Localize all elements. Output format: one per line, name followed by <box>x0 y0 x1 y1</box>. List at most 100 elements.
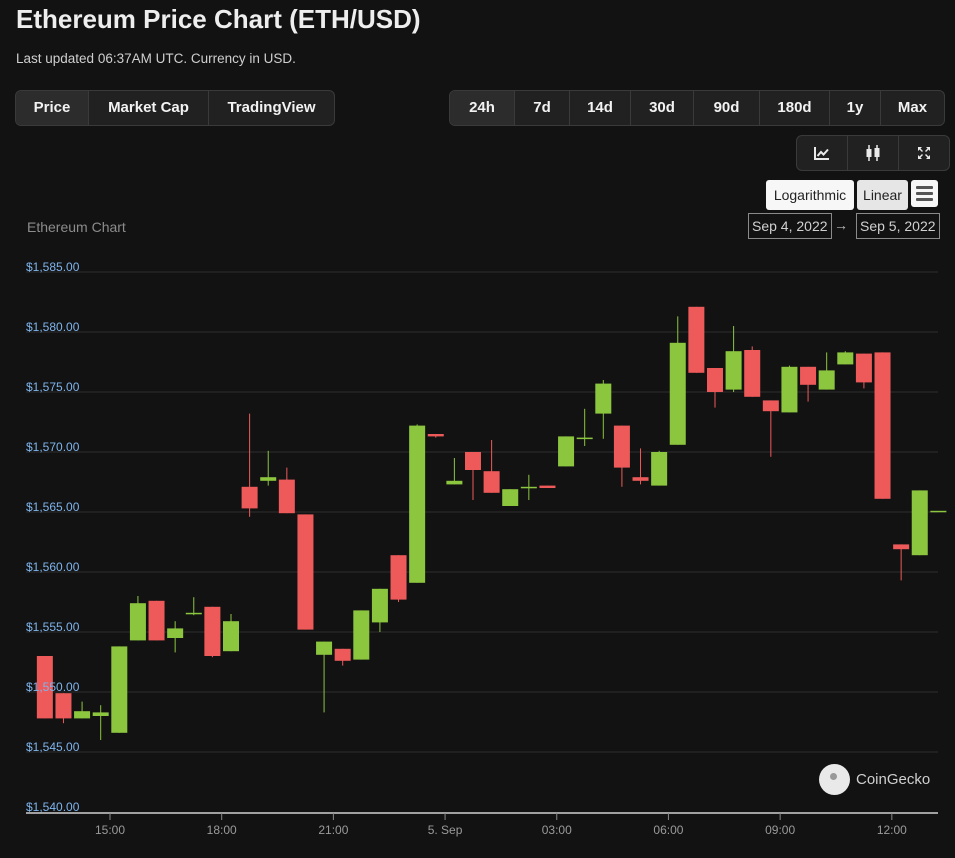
tab-price[interactable]: Price <box>16 91 89 125</box>
candle-down[interactable] <box>874 352 891 499</box>
candlestick-button[interactable] <box>848 136 899 170</box>
y-tick-label: $1,555.00 <box>26 620 80 634</box>
candle-down[interactable] <box>297 514 314 630</box>
candle-body <box>874 352 891 499</box>
candle-down[interactable] <box>36 656 53 719</box>
candle-up[interactable] <box>669 316 686 445</box>
candle-down[interactable] <box>632 448 649 485</box>
candle-down[interactable] <box>241 413 258 517</box>
chart-menu-button[interactable] <box>911 180 938 207</box>
candle-down[interactable] <box>278 467 295 514</box>
x-tick-label: 5. Sep <box>428 823 463 837</box>
range-14d-button[interactable]: 14d <box>570 91 631 125</box>
candle-body <box>725 351 742 390</box>
candle-down[interactable] <box>483 440 500 493</box>
candle-down[interactable] <box>204 606 221 658</box>
candle-up[interactable] <box>595 380 612 439</box>
candle-body <box>539 485 556 488</box>
candle-up[interactable] <box>502 489 519 506</box>
candle-down[interactable] <box>855 353 872 389</box>
fullscreen-button[interactable] <box>899 136 949 170</box>
candle-up[interactable] <box>409 424 426 583</box>
candle-body <box>390 555 407 600</box>
candle-down[interactable] <box>427 434 444 438</box>
candle-body <box>911 490 928 556</box>
candle-body <box>855 353 872 383</box>
candle-up[interactable] <box>837 351 854 365</box>
candle-down[interactable] <box>148 600 165 641</box>
candle-body <box>334 648 351 661</box>
candle-down[interactable] <box>762 400 779 457</box>
range-90d-button[interactable]: 90d <box>694 91 760 125</box>
candle-up[interactable] <box>651 450 668 486</box>
y-tick-label: $1,575.00 <box>26 380 80 394</box>
candle-body <box>893 544 910 550</box>
candle-up[interactable] <box>260 450 277 486</box>
candle-up[interactable] <box>781 365 798 413</box>
candle-up[interactable] <box>222 614 239 652</box>
candle-body <box>688 306 705 373</box>
candle-down[interactable] <box>390 555 407 602</box>
candle-body <box>409 425 426 583</box>
candle-up[interactable] <box>74 701 91 719</box>
candle-body <box>204 606 221 656</box>
candle-up[interactable] <box>129 596 146 641</box>
range-180d-button[interactable]: 180d <box>760 91 830 125</box>
candle-body <box>930 510 947 513</box>
line-chart-button[interactable] <box>797 136 848 170</box>
candle-up[interactable] <box>111 646 128 733</box>
candle-down[interactable] <box>55 693 72 724</box>
candle-body <box>185 612 202 615</box>
x-tick-label: 12:00 <box>877 823 907 837</box>
range-from-input[interactable]: Sep 4, 2022 <box>748 213 832 239</box>
y-tick-label: $1,585.00 <box>26 260 80 274</box>
candle-body <box>558 436 575 467</box>
candle-up[interactable] <box>185 597 202 616</box>
linear-scale-button[interactable]: Linear <box>857 180 908 210</box>
y-tick-label: $1,550.00 <box>26 680 80 694</box>
candle-up[interactable] <box>371 588 388 632</box>
logarithmic-scale-button[interactable]: Logarithmic <box>766 180 854 210</box>
candle-body <box>446 480 463 485</box>
candle-body <box>297 514 314 630</box>
candlestick-chart[interactable]: $1,540.00 $1,545.00 $1,550.00 $1,555.00 $1,5… <box>0 240 955 840</box>
x-tick-label: 18:00 <box>207 823 237 837</box>
candle-up[interactable] <box>167 621 184 653</box>
range-24h-button[interactable]: 24h <box>450 91 515 125</box>
range-max-button[interactable]: Max <box>897 99 928 116</box>
range-30d-button[interactable]: 30d <box>631 91 694 125</box>
candle-body <box>651 452 668 486</box>
candle-down[interactable] <box>800 366 817 402</box>
candle-up[interactable] <box>818 352 835 390</box>
candle-body <box>74 711 91 719</box>
candle-down[interactable] <box>706 368 723 408</box>
candle-up[interactable] <box>353 610 370 660</box>
candle-down[interactable] <box>893 544 910 581</box>
candle-down[interactable] <box>334 648 351 666</box>
candle-down[interactable] <box>464 452 481 500</box>
candle-up[interactable] <box>92 705 109 740</box>
candle-body <box>762 400 779 412</box>
y-tick-label: $1,580.00 <box>26 320 80 334</box>
candle-down[interactable] <box>688 306 705 373</box>
candle-up[interactable] <box>725 326 742 392</box>
candle-up[interactable] <box>930 510 947 513</box>
candle-body <box>613 425 630 468</box>
candle-body <box>241 486 258 509</box>
candle-up[interactable] <box>446 458 463 485</box>
candle-up[interactable] <box>558 436 575 467</box>
candle-down[interactable] <box>613 425 630 487</box>
tab-market-cap[interactable]: Market Cap <box>89 91 209 125</box>
candle-body <box>222 621 239 652</box>
tab-tradingview[interactable]: TradingView <box>227 99 316 116</box>
candle-up[interactable] <box>576 408 593 446</box>
candle-up[interactable] <box>520 474 537 500</box>
candle-down[interactable] <box>539 485 556 488</box>
range-to-input[interactable]: Sep 5, 2022 <box>856 213 940 239</box>
range-7d-button[interactable]: 7d <box>515 91 570 125</box>
candle-up[interactable] <box>911 490 928 556</box>
range-1y-button[interactable]: 1y <box>830 91 881 125</box>
candle-up[interactable] <box>316 641 333 713</box>
candle-down[interactable] <box>744 346 761 397</box>
x-tick-label: 21:00 <box>318 823 348 837</box>
